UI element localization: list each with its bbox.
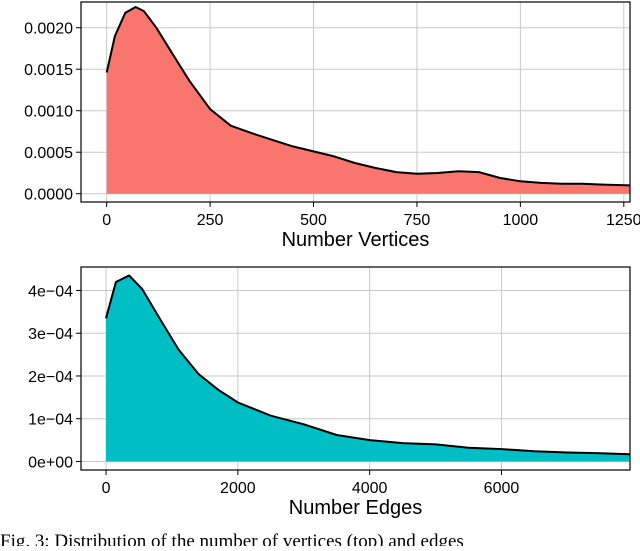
figure-caption: Fig. 3: Distribution of the number of ve… [0, 531, 464, 546]
vertices-xtick-label-4: 1000 [503, 212, 539, 229]
edges-density-panel: 0 2000 4000 6000 0e+00 1e−04 2e−04 3e−04 4e−04 Nu… [28, 266, 631, 519]
vertices-ytick-label-4: 0.0020 [24, 21, 73, 38]
edges-ytick-label-3: 3e−04 [28, 326, 73, 343]
vertices-density-area [106, 7, 630, 194]
vertices-xtick-label-5: 1250 [606, 212, 640, 229]
vertices-ytick-label-3: 0.0015 [24, 62, 73, 79]
vertices-xtick-label-3: 750 [404, 212, 431, 229]
vertices-xtick-label-1: 250 [197, 212, 224, 229]
edges-panel-border [80, 266, 631, 471]
vertices-ytick-label-0: 0.0000 [24, 187, 73, 204]
edges-x-axis-title: Number Edges [289, 497, 422, 519]
vertices-panel-border [80, 1, 631, 203]
edges-xtick-label-3: 6000 [484, 480, 520, 497]
vertices-xtick-label-0: 0 [102, 212, 111, 229]
edges-xtick-label-1: 2000 [220, 480, 256, 497]
edges-ytick-label-1: 1e−04 [28, 412, 73, 429]
vertices-density-line [105, 6, 630, 187]
edges-ytick-label-0: 0e+00 [28, 454, 73, 471]
edges-density-area [106, 275, 630, 462]
vertices-density-panel: 0 250 500 750 1000 1250 0.0000 0.0005 0.0010 0.00… [24, 1, 640, 251]
vertices-x-axis-title: Number Vertices [282, 229, 430, 251]
edges-ytick-label-2: 2e−04 [28, 369, 73, 386]
edges-xtick-label-2: 4000 [352, 480, 388, 497]
vertices-xtick-label-2: 500 [300, 212, 327, 229]
edges-density-line [105, 274, 630, 456]
edges-xtick-label-0: 0 [102, 480, 111, 497]
vertices-ytick-label-2: 0.0010 [24, 104, 73, 121]
edges-ytick-label-4: 4e−04 [28, 284, 73, 301]
vertices-ytick-label-1: 0.0005 [24, 145, 73, 162]
